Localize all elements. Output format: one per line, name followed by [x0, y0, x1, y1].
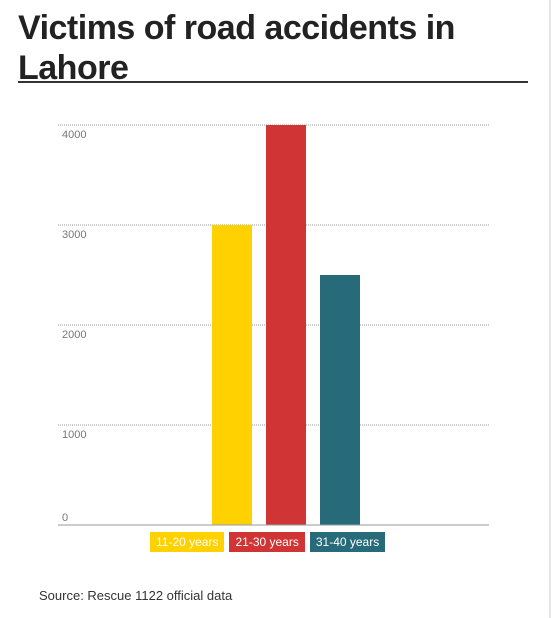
y-tick-label: 4000	[62, 129, 86, 141]
source-note: Source: Rescue 1122 official data	[39, 588, 233, 603]
legend: 11-20 years 21-30 years 31-40 years	[150, 532, 386, 552]
y-tick-label: 2000	[62, 329, 86, 341]
y-tick-label: 1000	[62, 429, 86, 441]
bars	[212, 125, 360, 525]
chart-title: Victims of road accidents in Lahore	[18, 9, 455, 87]
legend-item: 21-30 years	[229, 532, 305, 552]
title-rule	[18, 81, 528, 83]
bar	[320, 275, 360, 525]
y-tick-label: 0	[62, 512, 68, 524]
legend-item: 31-40 years	[309, 532, 386, 552]
legend-item: 11-20 years	[150, 532, 225, 552]
y-axis-ticks: 0 1000 2000 3000 4000	[62, 129, 86, 524]
right-border	[549, 0, 551, 618]
bar	[212, 225, 252, 525]
y-tick-label: 3000	[62, 229, 86, 241]
bar	[266, 125, 306, 525]
